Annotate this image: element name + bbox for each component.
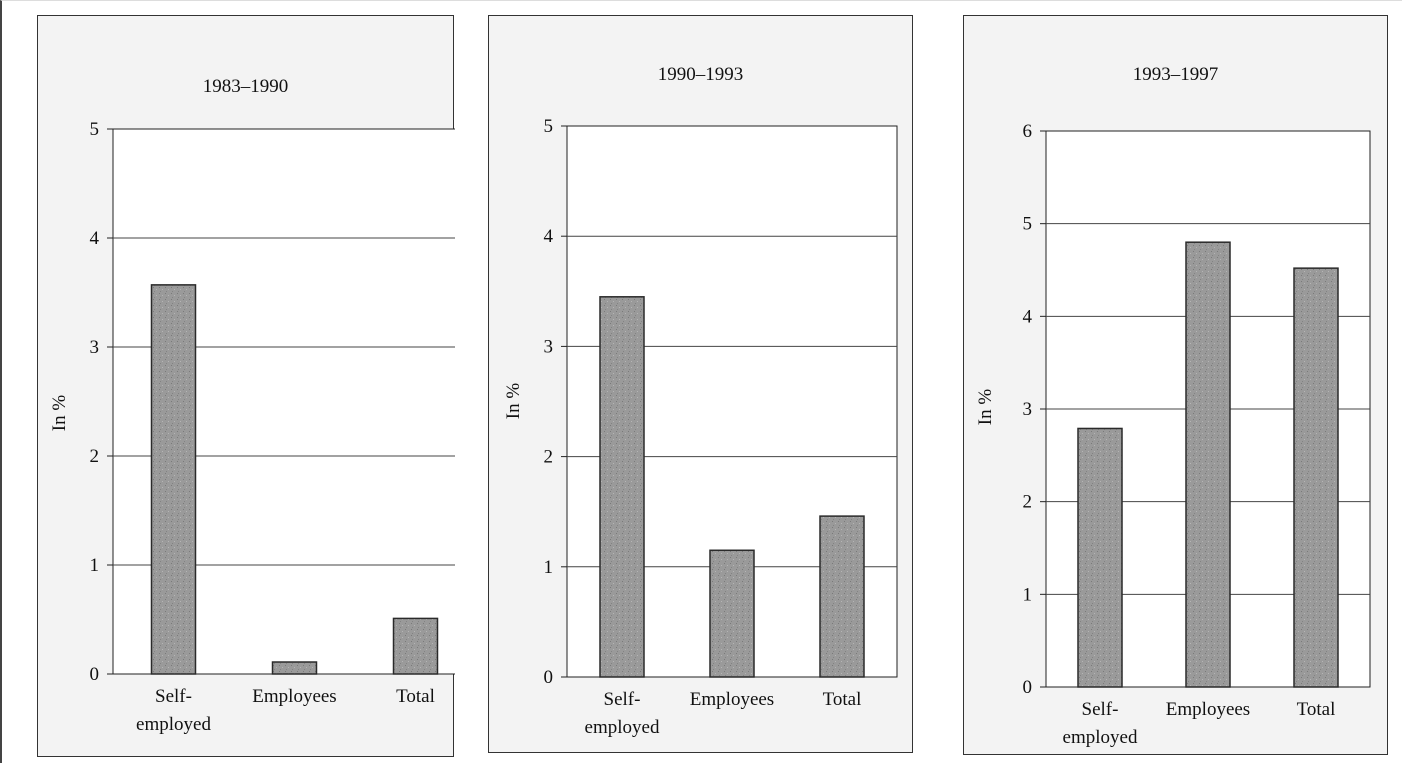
y-tick-label: 3 [90,337,100,358]
chart-title: 1993–1997 [1132,64,1219,85]
bar-chart: 0 1 2 3 4 5 6 Self-employed Employees Total [1023,121,1371,748]
y-tick-label: 1 [544,557,554,578]
bar [150,284,197,675]
chart-panel-1993-1997: 1993–1997 In % 0 1 2 3 4 5 6 Self-employed Emplo… [963,15,1388,755]
bar [599,296,645,678]
x-category-label: Self- [1082,699,1119,720]
y-tick-label: 5 [544,116,554,137]
bar [392,617,439,675]
x-category-label: employed [1063,727,1138,748]
bar [1293,267,1339,688]
y-tick-label: 4 [1023,306,1033,327]
x-category-label: Employees [690,689,774,710]
y-tick-label: 1 [1023,584,1033,605]
y-tick-label: 2 [90,446,100,467]
y-tick-label: 3 [544,336,554,357]
chart-panel-1983-1990: 1983–1990 In % 0 1 2 3 4 5 Self-employed Employ… [37,15,455,757]
y-tick-label: 5 [90,119,100,140]
bar [1077,427,1123,688]
x-category-label: Self- [155,686,192,707]
y-tick-label: 6 [1023,121,1033,142]
x-category-label: employed [585,717,660,738]
y-tick-label: 3 [1023,399,1033,420]
chart-title: 1983–1990 [202,76,289,97]
y-tick-label: 2 [544,447,554,468]
bar-chart: 0 1 2 3 4 5 Self-employed Employees Total [544,116,898,738]
y-tick-label: 1 [90,555,100,576]
x-category-label: Total [396,686,435,707]
bar [271,661,318,675]
x-category-label: Self- [604,689,641,710]
chart-panel-1990-1993: 1990–1993 In % 0 1 2 3 4 5 Self-employed Employ… [488,15,913,753]
y-tick-label: 5 [1023,214,1033,235]
bar-chart: 0 1 2 3 4 5 Self-employed Employees Total [90,119,455,735]
y-tick-label: 0 [90,664,100,685]
x-category-label: Employees [252,686,336,707]
x-category-label: Total [823,689,862,710]
x-category-label: employed [136,714,211,735]
chart-title: 1990–1993 [657,64,744,85]
y-tick-label: 0 [544,667,554,688]
x-category-label: Total [1297,699,1336,720]
bar [709,549,755,678]
bar [1185,241,1231,688]
y-tick-label: 4 [90,228,100,249]
bar [819,515,865,678]
y-tick-label: 2 [1023,492,1033,513]
x-category-label: Employees [1166,699,1250,720]
y-tick-label: 4 [544,226,554,247]
y-tick-label: 0 [1023,677,1033,698]
